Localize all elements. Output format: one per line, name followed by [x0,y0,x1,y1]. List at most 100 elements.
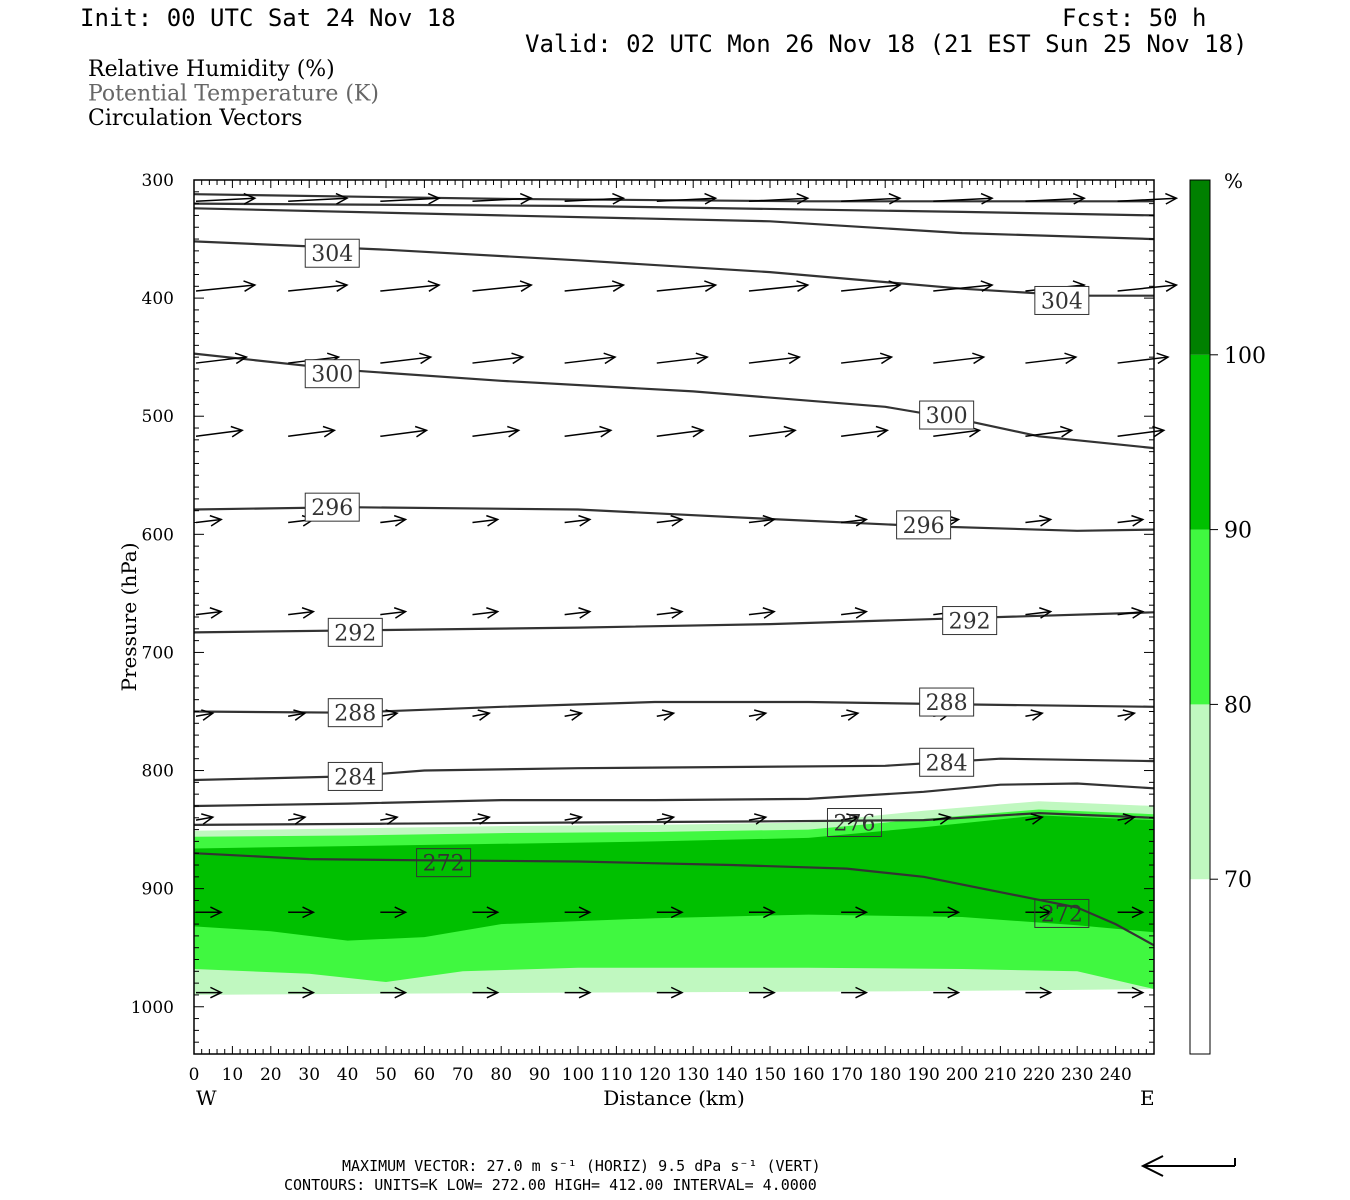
circulation-vector [1025,906,1053,919]
circulation-vector [933,986,961,999]
circulation-vector [933,192,994,205]
circulation-vector [656,906,684,919]
circulation-vector [1025,607,1053,619]
circulation-vector [1025,425,1074,438]
svg-text:284: 284 [334,765,376,790]
circulation-vector [748,425,797,438]
east-label: E [1140,1086,1155,1110]
circulation-vector [1025,986,1053,999]
contour-label: 296 [896,510,952,540]
circulation-vector [380,192,441,205]
circulation-vector [1025,192,1086,205]
x-tick-label: 140 [715,1065,747,1085]
circulation-vector [195,192,257,205]
circulation-vector [472,709,491,721]
theta-contour-308 [193,207,1155,241]
circulation-vector [564,280,626,292]
x-tick-label: 150 [754,1065,786,1085]
circulation-vector [1025,514,1053,527]
circulation-vector [472,280,533,292]
circulation-vector [380,906,408,919]
x-tick-label: 50 [375,1065,397,1085]
x-tick-label: 180 [869,1065,901,1085]
reference-vector [1140,1155,1236,1177]
x-tick-label: 100 [562,1065,594,1085]
y-tick-label: 300 [142,171,174,191]
circulation-vector [1117,906,1145,919]
theta-contour-276 [193,811,1155,827]
circulation-vector [841,514,869,527]
circulation-vector [1117,192,1179,205]
contour-label: 304 [304,238,360,268]
circulation-vector [656,607,684,619]
circulation-vector [472,352,525,365]
circulation-vector [564,514,592,527]
contour-label: 284 [919,747,975,777]
svg-text:292: 292 [949,610,991,635]
colorbar-unit: % [1224,169,1243,193]
colorbar-label: 80 [1224,693,1252,718]
x-tick-label: 130 [677,1065,709,1085]
axis-ticks [193,179,1155,1055]
circulation-vector [564,425,613,438]
x-tick-label: 230 [1061,1065,1093,1085]
x-tick-label: 120 [639,1065,671,1085]
circulation-vector [195,607,223,619]
contour-label: 288 [919,687,975,717]
circulation-vector [195,425,244,438]
svg-text:300: 300 [311,363,353,388]
y-axis-label: Pressure (hPa) [117,543,141,692]
rh-filled-contours [194,801,1154,995]
circulation-vector [1117,813,1137,825]
circulation-vector [380,607,408,619]
circulation-vector [564,986,592,999]
x-tick-label: 90 [529,1065,551,1085]
x-tick-label: 60 [414,1065,436,1085]
contour-label: 276 [826,808,882,838]
circulation-vector [380,352,433,365]
circulation-vector [748,813,768,825]
contour-label: 300 [304,359,360,389]
y-tick-label: 600 [142,525,174,545]
circulation-vector [380,709,399,721]
y-tick-label: 900 [142,880,174,900]
colorbar-label: 90 [1224,519,1252,544]
circulation-vector [195,280,257,292]
circulation-vector [472,607,500,619]
circulation-vector [748,514,776,527]
circulation-vector [748,986,776,999]
circulation-vector [748,352,802,365]
contour-label: 304 [1034,285,1090,315]
circulation-vector [472,425,521,438]
circulation-vector [841,607,869,619]
init-time: Init: 00 UTC Sat 24 Nov 18 [80,4,456,32]
circulation-vector [1117,280,1179,292]
svg-text:300: 300 [926,404,968,429]
x-axis-label: Distance (km) [603,1086,745,1110]
max-vector-note: MAXIMUM VECTOR: 27.0 m s⁻¹ (HORIZ) 9.5 d… [342,1157,821,1175]
x-tick-label: 0 [189,1065,200,1085]
circulation-vector [656,986,684,999]
svg-text:276: 276 [833,812,875,837]
circulation-vector [472,514,500,527]
svg-text:284: 284 [926,751,968,776]
svg-text:288: 288 [334,702,376,727]
circulation-vector [288,906,316,919]
circulation-vector [195,709,215,721]
contour-label: 288 [327,698,383,728]
circulation-vector [472,906,500,919]
x-tick-labels: 0 10 20 30 40 50 60 70 80 90 100 110 120 130 140 150 160… [189,1065,1132,1085]
circulation-vector [564,607,592,619]
circulation-vector [564,192,626,205]
circulation-vector [564,352,617,365]
circulation-vector [656,425,705,438]
svg-text:288: 288 [926,691,968,716]
contour-label: 292 [327,617,383,647]
circulation-vector [1025,813,1044,825]
y-tick-label: 800 [142,762,174,782]
colorbar-segment [1190,879,1210,1054]
contour-label: 292 [942,606,998,636]
circulation-vector [841,906,869,919]
y-tick-label: 400 [142,289,174,309]
